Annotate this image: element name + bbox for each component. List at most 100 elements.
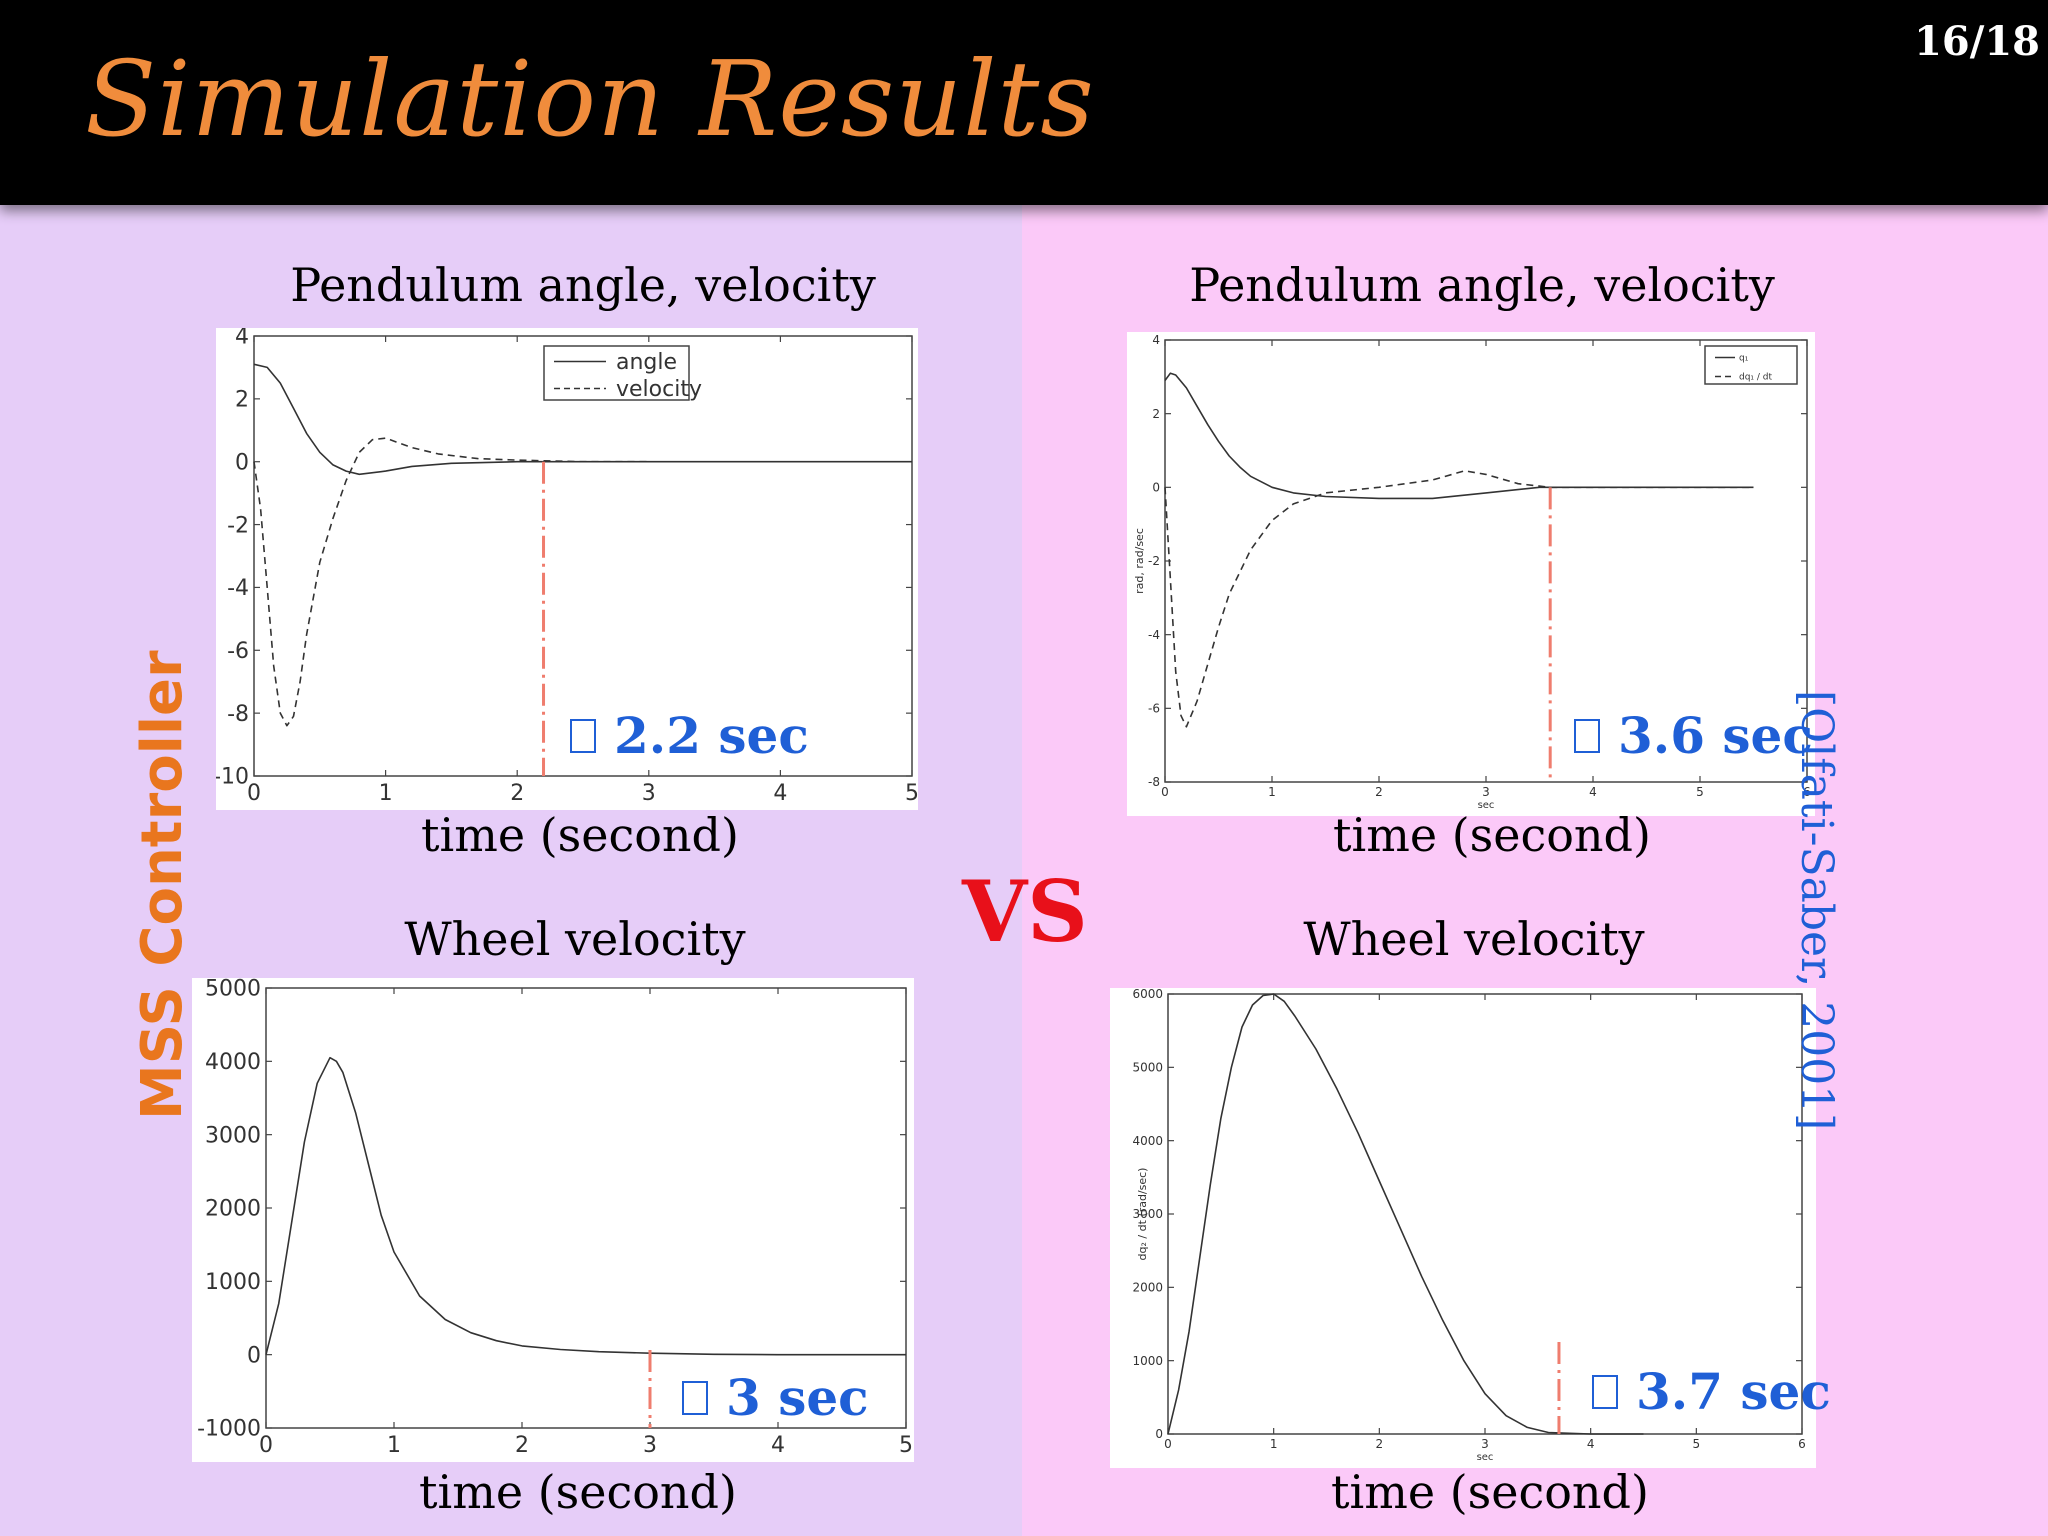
y-tick-label: 0 xyxy=(247,1343,261,1368)
checkbox-icon xyxy=(1592,1374,1618,1409)
plot-pendulum-olfati: 0 1 2 3 4 5 6 -8 -6 -4 -2 0 2 4 rad, rad/sec sec q₁ dq₁ /… xyxy=(1127,332,1815,816)
x-tick-label: 3 xyxy=(642,781,656,806)
vs-label: VS xyxy=(962,862,1088,961)
page-number: 16/18 xyxy=(1914,18,2040,65)
y-tick-label: -4 xyxy=(227,576,249,601)
x-tick-label: 0 xyxy=(247,781,261,806)
legend-box xyxy=(543,345,690,401)
series-line xyxy=(1164,470,1754,728)
y-tick-label: 4 xyxy=(1152,333,1160,347)
annotation-top-right: 3.6 sec xyxy=(1574,706,1813,765)
y-tick-label: -4 xyxy=(1148,628,1160,642)
y-tick-label: 4 xyxy=(235,328,249,350)
xlabel-top-right: time (second) xyxy=(1333,808,1651,862)
mss-controller-label: MSS Controller xyxy=(130,650,195,1120)
y-tick-label: 0 xyxy=(1152,481,1160,495)
plot-pendulum-mss: 0 1 2 3 4 5 -10 -8 -6 -4 -2 0 2 4 angle velocity xyxy=(216,328,918,810)
x-tick-label: 5 xyxy=(905,781,918,806)
x-tick-label: 0 xyxy=(1161,785,1169,799)
y-tick-label: -2 xyxy=(1148,554,1160,568)
y-tick-label: 2 xyxy=(1152,407,1160,421)
legend-entry: velocity xyxy=(616,377,702,402)
x-tick-label: 3 xyxy=(643,1433,657,1458)
annotation-bottom-right: 3.7 sec xyxy=(1592,1362,1831,1421)
plot-frame xyxy=(253,335,913,777)
x-tick-label: 4 xyxy=(1587,1437,1595,1451)
annotation-bottom-left: 3 sec xyxy=(682,1368,869,1427)
x-tick-label: 6 xyxy=(1798,1437,1806,1451)
plot-frame xyxy=(265,987,907,1429)
y-tick-label: -10 xyxy=(216,765,249,790)
y-tick-label: -8 xyxy=(227,702,249,727)
y-tick-label: 1000 xyxy=(205,1270,261,1295)
y-tick-label: 2 xyxy=(235,388,249,413)
olfati-saber-citation: [Olfati-Saber, 2001] xyxy=(1791,690,1842,1131)
annotation-text: 2.2 sec xyxy=(614,706,809,765)
y-tick-label: 0 xyxy=(1155,1427,1163,1441)
series-line xyxy=(253,437,649,727)
y-tick-label: 5000 xyxy=(205,978,261,1002)
y-tick-label: 2000 xyxy=(1132,1281,1163,1295)
header-bar: Simulation Results 16/18 xyxy=(0,0,2048,205)
checkbox-icon xyxy=(1574,718,1600,753)
series-line xyxy=(1167,993,1644,1435)
y-tick-label: -8 xyxy=(1148,775,1160,789)
y-tick-label: -2 xyxy=(227,513,249,538)
x-tick-label: 4 xyxy=(1589,785,1597,799)
xlabel-top-left: time (second) xyxy=(421,808,739,862)
chart-title-bottom-left: Wheel velocity xyxy=(404,912,746,966)
y-tick-label: -1000 xyxy=(197,1417,261,1442)
x-tick-label: 1 xyxy=(1270,1437,1278,1451)
y-tick-label: 6000 xyxy=(1132,988,1163,1001)
x-tick-label: 5 xyxy=(1696,785,1704,799)
x-tick-label: 1 xyxy=(387,1433,401,1458)
annotation-text: 3 sec xyxy=(726,1368,869,1427)
legend-box xyxy=(1704,345,1798,385)
series-line xyxy=(1164,372,1754,500)
xlabel-bottom-left: time (second) xyxy=(419,1465,737,1519)
series-line xyxy=(265,1056,906,1356)
checkbox-icon xyxy=(682,1380,708,1415)
chart-title-top-left: Pendulum angle, velocity xyxy=(290,258,876,312)
x-tick-label: 0 xyxy=(259,1433,273,1458)
x-tick-label: 1 xyxy=(379,781,393,806)
y-tick-label: 5000 xyxy=(1132,1061,1163,1075)
x-tick-label: 3 xyxy=(1481,1437,1489,1451)
x-tick-label: 2 xyxy=(1376,1437,1384,1451)
y-tick-label: 3000 xyxy=(205,1123,261,1148)
x-tick-label: 2 xyxy=(1375,785,1383,799)
y-tick-label: -6 xyxy=(227,639,249,664)
x-tick-label: 0 xyxy=(1164,1437,1172,1451)
y-tick-label: 3000 xyxy=(1132,1207,1163,1221)
x-axis-unit-label: sec xyxy=(1477,1452,1494,1463)
chart-svg-pendulum-olfati: 0 1 2 3 4 5 6 -8 -6 -4 -2 0 2 4 rad, rad/sec sec q₁ dq₁ /… xyxy=(1133,333,1811,811)
plot-wheel-mss: 0 1 2 3 4 5 -1000 0 1000 2000 3000 4000 5000 xyxy=(192,978,914,1462)
y-axis-label: rad, rad/sec xyxy=(1133,528,1146,594)
x-tick-label: 3 xyxy=(1482,785,1490,799)
legend-entry: angle xyxy=(616,350,677,375)
y-tick-label: 0 xyxy=(235,450,249,475)
x-tick-label: 1 xyxy=(1268,785,1276,799)
legend-entry: q₁ xyxy=(1739,354,1749,364)
x-axis-unit-label: sec xyxy=(1478,800,1495,811)
x-tick-label: 5 xyxy=(1693,1437,1701,1451)
x-tick-label: 5 xyxy=(899,1433,913,1458)
x-tick-label: 2 xyxy=(510,781,524,806)
y-axis-label: dq₂ / dt (rad/sec) xyxy=(1136,1168,1149,1261)
x-tick-label: 4 xyxy=(771,1433,785,1458)
checkbox-icon xyxy=(570,718,596,753)
xlabel-bottom-right: time (second) xyxy=(1331,1465,1649,1519)
chart-title-bottom-right: Wheel velocity xyxy=(1303,912,1645,966)
chart-svg-wheel-olfati: 0 1 2 3 4 5 6 0 1000 2000 3000 4000 5000 6000 dq₂ / dt… xyxy=(1132,988,1806,1463)
y-tick-label: 2000 xyxy=(205,1197,261,1222)
slide-title: Simulation Results xyxy=(85,38,1095,160)
x-tick-label: 6 xyxy=(1803,785,1811,799)
annotation-text: 3.6 sec xyxy=(1618,706,1813,765)
annotation-text: 3.7 sec xyxy=(1636,1362,1831,1421)
plot-wheel-olfati: 0 1 2 3 4 5 6 0 1000 2000 3000 4000 5000 6000 dq₂ / dt… xyxy=(1110,988,1816,1468)
legend-entry: dq₁ / dt xyxy=(1739,373,1773,383)
x-tick-label: 4 xyxy=(773,781,787,806)
y-tick-label: -6 xyxy=(1148,702,1160,716)
